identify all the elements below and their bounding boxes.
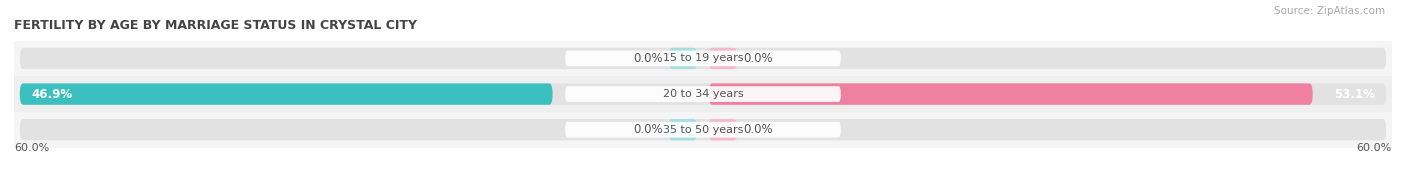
Text: 35 to 50 years: 35 to 50 years <box>662 125 744 135</box>
Text: 20 to 34 years: 20 to 34 years <box>662 89 744 99</box>
FancyBboxPatch shape <box>20 83 1386 105</box>
Text: FERTILITY BY AGE BY MARRIAGE STATUS IN CRYSTAL CITY: FERTILITY BY AGE BY MARRIAGE STATUS IN C… <box>14 19 418 32</box>
Text: 15 to 19 years: 15 to 19 years <box>662 54 744 64</box>
Text: 0.0%: 0.0% <box>744 123 773 136</box>
FancyBboxPatch shape <box>20 119 1386 140</box>
Text: 0.0%: 0.0% <box>633 52 662 65</box>
FancyBboxPatch shape <box>565 51 841 66</box>
FancyBboxPatch shape <box>565 86 841 102</box>
Bar <box>14 76 1392 112</box>
Text: 60.0%: 60.0% <box>14 143 49 153</box>
Text: 0.0%: 0.0% <box>744 52 773 65</box>
Text: 53.1%: 53.1% <box>1334 88 1375 101</box>
Bar <box>14 112 1392 148</box>
FancyBboxPatch shape <box>669 48 697 69</box>
Bar <box>14 41 1392 76</box>
FancyBboxPatch shape <box>20 48 1386 69</box>
Text: Source: ZipAtlas.com: Source: ZipAtlas.com <box>1274 6 1385 16</box>
FancyBboxPatch shape <box>669 119 697 140</box>
Text: 0.0%: 0.0% <box>633 123 662 136</box>
FancyBboxPatch shape <box>709 83 1313 105</box>
FancyBboxPatch shape <box>709 48 738 69</box>
FancyBboxPatch shape <box>709 119 738 140</box>
Text: 46.9%: 46.9% <box>31 88 72 101</box>
FancyBboxPatch shape <box>565 122 841 138</box>
Text: 60.0%: 60.0% <box>1357 143 1392 153</box>
FancyBboxPatch shape <box>20 83 553 105</box>
